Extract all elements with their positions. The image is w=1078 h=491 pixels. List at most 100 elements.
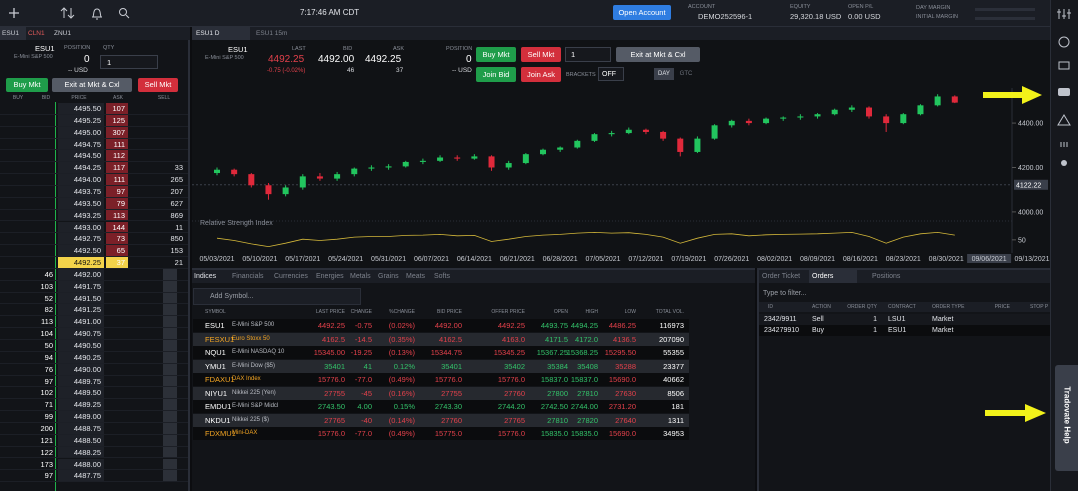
watchlist-row[interactable] <box>193 332 689 346</box>
x-tick-label: 05/24/2021 <box>328 256 363 263</box>
dom-bid: 122 <box>40 447 53 457</box>
orders-row[interactable] <box>759 314 1050 325</box>
dom-tab[interactable]: CLN1 <box>28 30 45 37</box>
help-label[interactable]: Tradovate Help <box>1062 386 1072 444</box>
sidebar-icons[interactable] <box>1050 0 1078 200</box>
dom-ask: 73 <box>116 234 125 244</box>
qty-box[interactable] <box>565 47 611 62</box>
dom-exit-button[interactable]: Exit at Mkt & Cxl <box>52 78 132 92</box>
watchlist-tab[interactable]: Softs <box>434 273 450 280</box>
dom-buy-button[interactable]: Buy Mkt <box>6 78 48 92</box>
brackets-box[interactable] <box>598 67 624 81</box>
dom-sell-button[interactable]: Sell Mkt <box>138 78 178 92</box>
join-bid-button[interactable]: Join Bid <box>476 67 516 82</box>
dom-bid: 99 <box>44 412 53 422</box>
dom-price-bg <box>58 387 104 399</box>
watchlist-row[interactable] <box>193 359 689 373</box>
orders-tab[interactable]: Positions <box>872 273 901 280</box>
toolbar-icons[interactable] <box>0 0 140 27</box>
watchlist-tab[interactable]: Meats <box>406 273 426 280</box>
watchlist-tab[interactable]: Financials <box>232 273 264 280</box>
dom-sell-size: 153 <box>170 246 183 256</box>
join-ask-button[interactable]: Join Ask <box>521 67 561 82</box>
orders-row[interactable] <box>759 325 1050 336</box>
dom-ask-bg <box>106 150 128 162</box>
watchlist-description: E-Mini Dow ($5) <box>232 362 276 369</box>
tif-box[interactable] <box>654 68 674 80</box>
bid-label: BID <box>343 46 353 52</box>
add-symbol-box[interactable] <box>193 288 361 305</box>
chart-tab-active <box>192 27 250 40</box>
dom-tab[interactable]: ZNU1 <box>54 30 71 37</box>
price-marker-label: 4122.22 <box>1016 182 1041 189</box>
dom-bid: 76 <box>44 364 53 374</box>
candle-body <box>214 169 220 174</box>
watchlist-row[interactable] <box>193 319 689 332</box>
watchlist-offer: 2744.20 <box>497 402 525 411</box>
watchlist-low: 15690.0 <box>608 429 636 438</box>
watchlist-tab[interactable]: Metals <box>350 273 371 280</box>
watchlist-row[interactable] <box>193 373 689 386</box>
candle-body <box>265 185 272 195</box>
watchlist-change: -19.25 <box>350 348 372 357</box>
chart-tab[interactable]: ESU1 D <box>196 30 220 37</box>
dom-ask-bg <box>106 114 128 126</box>
watchlist-row[interactable] <box>193 427 689 440</box>
candle-body <box>900 114 907 124</box>
help-tab[interactable]: Tradovate Help <box>1055 365 1078 471</box>
orders-tab-active <box>809 270 857 283</box>
tif-option[interactable]: DAY <box>658 71 670 77</box>
ask-price: 4492.25 <box>365 54 402 65</box>
candle-body <box>316 176 323 179</box>
watchlist-tab[interactable]: Energies <box>316 273 344 280</box>
watchlist-tab[interactable]: Grains <box>378 273 399 280</box>
watchlist-volume: 23377 <box>663 361 684 371</box>
candle-body <box>848 107 855 110</box>
watchlist-description: E-Mini S&P 500 <box>232 322 275 328</box>
watchlist-bid: 27755 <box>441 388 462 398</box>
dom-sell-cell <box>163 328 177 339</box>
dom-row <box>0 293 188 305</box>
dom-qty-box[interactable] <box>100 55 158 69</box>
dom-sell-size: 33 <box>174 163 183 173</box>
watchlist-tab[interactable]: Currencies <box>274 273 308 280</box>
dom-sell-cell <box>163 387 177 399</box>
bars-icon <box>1060 142 1068 147</box>
watchlist-row[interactable] <box>193 400 689 413</box>
tif-option[interactable]: GTC <box>679 71 693 77</box>
dom-sell-cell <box>163 292 177 304</box>
orders-filter[interactable]: Type to filter... <box>763 290 807 297</box>
dom-tab[interactable]: ESU1 <box>2 30 19 37</box>
orders-tab[interactable]: Orders <box>812 273 834 280</box>
open-account-button[interactable]: Open Account <box>613 5 671 20</box>
watchlist-row[interactable] <box>193 386 689 400</box>
dom-price-bg <box>58 233 104 245</box>
dom-price: 4495.00 <box>73 127 101 137</box>
watchlist-last: 15776.0 <box>317 375 345 384</box>
dom-bid: 50 <box>44 341 53 350</box>
watchlist-low: 15690.0 <box>608 375 636 384</box>
orders-column-header: ORDER TYPE <box>932 304 965 310</box>
buy-button[interactable]: Buy Mkt <box>476 47 516 62</box>
dom-row <box>0 387 188 400</box>
dom-sell-cell <box>163 280 177 292</box>
orders-tab[interactable]: Order Ticket <box>762 273 801 280</box>
sell-button[interactable]: Sell Mkt <box>521 47 561 62</box>
watchlist-row[interactable] <box>193 413 689 427</box>
watchlist-row[interactable] <box>193 346 689 359</box>
swap-icon <box>60 7 75 19</box>
settings-icon <box>1057 9 1071 19</box>
dom-price: 4493.25 <box>73 210 101 220</box>
dom-row <box>0 257 188 269</box>
exit-button[interactable]: Exit at Mkt & Cxl <box>616 47 700 62</box>
chart-tab[interactable]: ESU1 15m <box>256 30 288 37</box>
dom-sell-cell <box>163 268 177 280</box>
watchlist-tab[interactable]: Indices <box>194 273 217 280</box>
dom-row <box>0 210 188 222</box>
add-symbol[interactable]: Add Symbol... <box>210 293 254 300</box>
watchlist-volume: 181 <box>671 402 684 411</box>
watchlist-change: -14.5 <box>354 334 372 344</box>
dom-price-bg <box>58 280 104 292</box>
dom-sell-cell <box>163 470 177 482</box>
dom-sell-cell <box>163 304 177 316</box>
